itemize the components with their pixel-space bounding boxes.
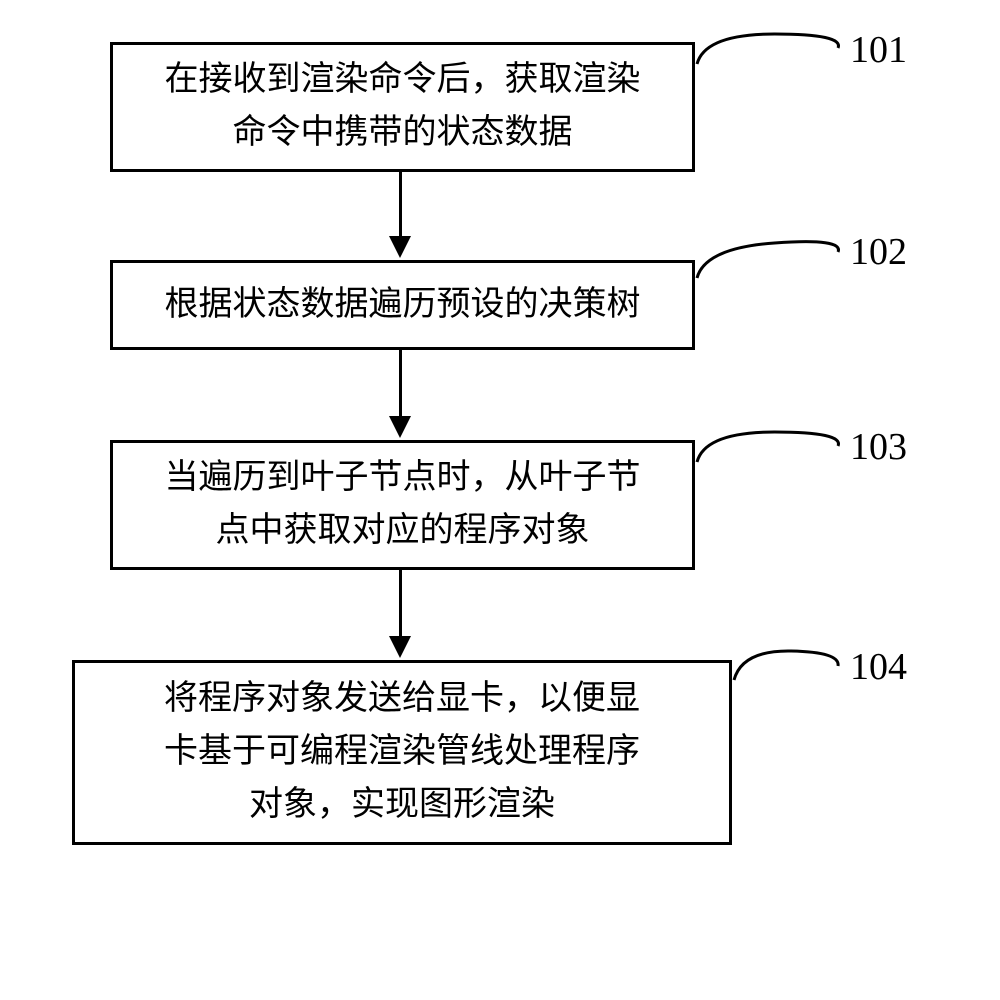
- step-number-label-4: 104: [850, 645, 907, 689]
- flow-step-2: 根据状态数据遍历预设的决策树: [110, 260, 695, 350]
- flowchart-canvas: 在接收到渲染命令后，获取渲染 命令中携带的状态数据 101 根据状态数据遍历预设的决…: [0, 0, 1000, 1000]
- arrow-head-icon-2: [389, 416, 411, 438]
- callout-line-3: [692, 406, 843, 502]
- callout-line-1: [692, 8, 843, 104]
- step-number-label-2: 102: [850, 230, 907, 274]
- flow-step-text: 将程序对象发送给显卡，以便显 卡基于可编程渲染管线处理程序 对象，实现图形渲染: [164, 673, 640, 831]
- callout-line-4: [729, 626, 843, 720]
- callout-line-2: [692, 212, 843, 318]
- arrow-head-icon-3: [389, 636, 411, 658]
- flow-step-1: 在接收到渲染命令后，获取渲染 命令中携带的状态数据: [110, 42, 695, 172]
- flow-step-text: 当遍历到叶子节点时，从叶子节 点中获取对应的程序对象: [165, 452, 641, 557]
- flow-step-text: 根据状态数据遍历预设的决策树: [165, 279, 641, 332]
- step-number-label-3: 103: [850, 425, 907, 469]
- arrow-line-3: [399, 570, 402, 636]
- flow-step-4: 将程序对象发送给显卡，以便显 卡基于可编程渲染管线处理程序 对象，实现图形渲染: [72, 660, 732, 845]
- flow-step-3: 当遍历到叶子节点时，从叶子节 点中获取对应的程序对象: [110, 440, 695, 570]
- arrow-head-icon-1: [389, 236, 411, 258]
- arrow-line-1: [399, 172, 402, 236]
- arrow-line-2: [399, 350, 402, 416]
- step-number-label-1: 101: [850, 28, 907, 72]
- flow-step-text: 在接收到渲染命令后，获取渲染 命令中携带的状态数据: [165, 54, 641, 159]
